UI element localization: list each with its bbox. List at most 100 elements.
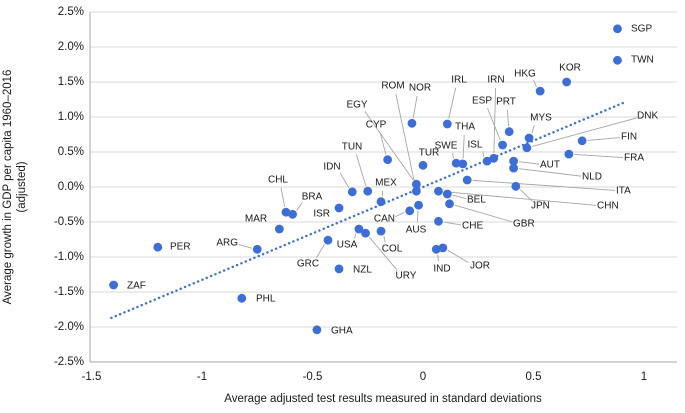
label-leader-line: [355, 154, 367, 187]
data-point: [376, 197, 386, 207]
y-tick-label: 1.5%: [58, 76, 84, 88]
country-label: TUN: [342, 142, 363, 153]
label-leader-line: [519, 161, 540, 165]
x-tick-label: -1.5: [82, 371, 102, 383]
country-label: CHN: [597, 201, 619, 212]
country-label: TUR: [419, 148, 440, 159]
label-leader-line: [472, 179, 616, 191]
country-label: CHL: [268, 175, 288, 186]
label-leader-line: [531, 124, 535, 134]
label-leader-line: [368, 236, 398, 271]
label-leader-line: [574, 153, 624, 158]
label-leader-line: [339, 172, 350, 188]
x-tick-label: -0.5: [303, 371, 323, 383]
label-leader-line: [437, 254, 439, 262]
country-label: THA: [455, 122, 475, 133]
country-label: ITA: [616, 186, 631, 197]
country-label: BRA: [302, 192, 323, 203]
data-point: [312, 325, 322, 335]
data-point: [109, 280, 118, 290]
trendline: [110, 100, 628, 320]
country-label: MYS: [530, 113, 552, 124]
x-tick-label: 1: [641, 371, 647, 383]
data-point: [361, 228, 370, 238]
data-point: [458, 159, 468, 169]
label-leader-line: [416, 210, 419, 223]
y-tick-label: 0.0%: [58, 181, 84, 193]
label-leader-line: [296, 202, 303, 211]
country-label: ISR: [313, 209, 330, 220]
country-label: MAR: [245, 214, 267, 225]
country-label: PRT: [496, 97, 516, 108]
data-point: [334, 264, 344, 274]
data-points: [109, 24, 622, 335]
label-leader-line: [315, 244, 325, 259]
y-tick-label: 2.5%: [58, 6, 84, 18]
y-tick-label: 0.5%: [58, 146, 84, 158]
data-point: [414, 200, 423, 210]
country-label: CHE: [462, 221, 483, 232]
label-leader-line: [395, 212, 405, 218]
data-point: [442, 189, 452, 199]
y-tick-label: -1.5%: [54, 286, 84, 298]
label-leader-line: [532, 117, 637, 147]
country-label: CYP: [366, 120, 387, 131]
country-label: ROM: [381, 81, 404, 92]
data-point: [323, 235, 333, 245]
country-label: ARG: [216, 238, 238, 249]
country-label: TWN: [631, 55, 654, 66]
y-axis-title-line1: Average growth in GDP per capita 1960–20…: [2, 70, 14, 305]
data-point: [376, 226, 386, 236]
country-label: DNK: [637, 111, 658, 122]
data-point: [524, 133, 534, 143]
y-tick-label: 2.0%: [58, 41, 84, 53]
country-label: PHL: [256, 294, 276, 305]
country-label: USA: [337, 240, 358, 251]
label-leader-line: [447, 249, 469, 263]
country-label: NZL: [353, 265, 372, 276]
country-label: BEL: [467, 195, 486, 206]
data-point: [431, 244, 441, 254]
country-label: ESP: [472, 96, 492, 107]
x-tick-label: -1: [197, 371, 207, 383]
label-leader-line: [443, 221, 462, 226]
label-leader-line: [383, 235, 386, 243]
label-leader-line: [452, 152, 454, 159]
country-label: GHA: [331, 326, 353, 337]
country-labels: SGP TWN KOR HKG IRL IRN NOR ROM EGY ESP PRT MYS DNK T…: [127, 24, 658, 337]
tick-labels: 2.5% 2.0% 1.5% 1.0% 0.5% 0.0% -0.5% -1.0% -1.5% -…: [54, 6, 647, 383]
country-label: ZAF: [127, 281, 146, 292]
y-tick-label: 1.0%: [58, 111, 84, 123]
label-leader-line: [238, 244, 252, 249]
country-label: URY: [396, 271, 417, 282]
country-label: ISL: [467, 140, 482, 151]
data-point: [411, 179, 421, 189]
label-leader-line: [364, 111, 414, 181]
data-point: [613, 24, 622, 34]
label-leader-line: [454, 204, 513, 223]
label-leader-line: [506, 109, 510, 127]
data-point: [418, 160, 428, 170]
country-label: AUT: [540, 160, 560, 171]
country-label: AUS: [406, 225, 427, 236]
data-point: [434, 216, 443, 226]
data-point: [482, 156, 492, 166]
country-label: NLD: [582, 172, 602, 183]
data-point: [363, 186, 373, 196]
country-label: KOR: [559, 63, 581, 74]
y-tick-label: -1.0%: [54, 251, 84, 263]
data-point: [383, 155, 393, 165]
data-point: [498, 140, 507, 150]
y-tick-label: -2.5%: [54, 356, 84, 368]
y-axis-title-line2: (adjusted): [16, 161, 28, 212]
trend-line: [110, 100, 628, 320]
data-point: [562, 77, 572, 87]
data-point: [451, 158, 461, 168]
data-point: [252, 244, 262, 254]
country-label: FIN: [621, 132, 637, 143]
country-label: MEX: [375, 178, 397, 189]
label-leader-line: [493, 87, 497, 153]
country-label: JOR: [470, 261, 490, 272]
label-leader-line: [482, 151, 485, 157]
